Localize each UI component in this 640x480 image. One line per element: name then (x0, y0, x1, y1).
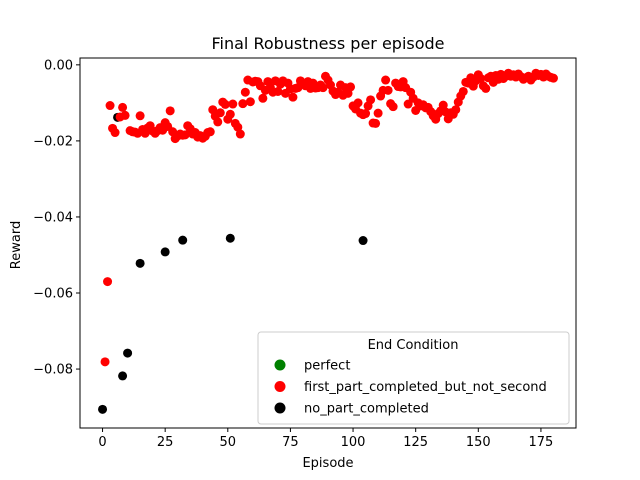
data-point-no-part-completed (225, 233, 235, 243)
data-point-first-part-completed-but-not-second (228, 99, 238, 109)
data-point-first-part-completed-but-not-second (213, 117, 223, 127)
data-point-first-part-completed-but-not-second (103, 277, 113, 287)
data-point-first-part-completed-but-not-second (100, 357, 110, 367)
legend-label: first_part_completed_but_not_second (304, 380, 547, 395)
x-tick-label: 0 (98, 435, 106, 450)
x-tick-label: 125 (403, 435, 428, 450)
data-point-first-part-completed-but-not-second (110, 128, 120, 138)
x-axis-ticks: 0 25 50 75 100 125 150 175 (98, 428, 553, 450)
data-point-first-part-completed-but-not-second (371, 118, 381, 128)
data-point-no-part-completed (135, 258, 145, 268)
y-tick-label: −0.08 (33, 363, 73, 378)
data-point-first-part-completed-but-not-second (215, 108, 225, 118)
data-point-first-part-completed-but-not-second (220, 99, 230, 109)
data-point-no-part-completed (178, 235, 188, 245)
data-point-first-part-completed-but-not-second (240, 87, 250, 97)
data-point-first-part-completed-but-not-second (458, 86, 468, 96)
data-point-no-part-completed (358, 236, 368, 246)
data-point-first-part-completed-but-not-second (205, 127, 215, 137)
data-point-first-part-completed-but-not-second (373, 108, 383, 118)
x-tick-label: 150 (466, 435, 491, 450)
y-tick-label: 0.00 (44, 58, 73, 73)
plot-frame (79, 57, 577, 429)
y-tick-label: −0.04 (33, 210, 73, 225)
y-tick-label: −0.06 (33, 287, 73, 302)
data-point-first-part-completed-but-not-second (361, 109, 371, 119)
data-point-first-part-completed-but-not-second (273, 86, 283, 96)
legend-marker (274, 359, 286, 371)
legend-title: End Condition (368, 338, 459, 353)
data-point-first-part-completed-but-not-second (233, 122, 243, 132)
y-tick-label: −0.02 (33, 134, 73, 149)
x-axis-label: Episode (302, 456, 353, 471)
data-point-no-part-completed (123, 348, 133, 358)
data-point-first-part-completed-but-not-second (318, 83, 328, 93)
x-tick-label: 75 (282, 435, 299, 450)
data-point-no-part-completed (160, 247, 170, 257)
legend-marker (274, 381, 286, 392)
data-point-first-part-completed-but-not-second (288, 92, 298, 102)
data-point-first-part-completed-but-not-second (451, 105, 461, 115)
data-point-first-part-completed-but-not-second (238, 99, 248, 109)
data-point-first-part-completed-but-not-second (353, 98, 363, 108)
data-point-first-part-completed-but-not-second (346, 82, 356, 92)
data-point-first-part-completed-but-not-second (135, 111, 145, 121)
x-tick-label: 175 (529, 435, 554, 450)
legend-label: no_part_completed (304, 402, 429, 417)
data-point-first-part-completed-but-not-second (258, 93, 268, 103)
legend-box (257, 331, 570, 425)
data-point-first-part-completed-but-not-second (388, 102, 398, 112)
x-tick-label: 50 (220, 435, 237, 450)
data-point-first-part-completed-but-not-second (225, 109, 235, 119)
data-point-first-part-completed-but-not-second (366, 95, 376, 105)
chart-title: Final Robustness per episode (211, 34, 444, 53)
data-point-first-part-completed-but-not-second (165, 106, 175, 116)
legend-label: perfect (304, 359, 350, 374)
points-layer (98, 68, 558, 414)
data-point-first-part-completed-but-not-second (381, 75, 391, 85)
y-axis-label: Reward (9, 221, 24, 269)
legend-marker (274, 402, 286, 414)
data-point-first-part-completed-but-not-second (438, 100, 448, 110)
x-tick-label: 100 (341, 435, 366, 450)
data-point-first-part-completed-but-not-second (476, 74, 486, 84)
x-tick-label: 25 (157, 435, 174, 450)
data-point-first-part-completed-but-not-second (383, 85, 393, 95)
legend: End Condition perfect first_part_complete… (257, 331, 570, 425)
data-point-no-part-completed (98, 404, 108, 414)
data-point-first-part-completed-but-not-second (105, 101, 115, 111)
data-point-first-part-completed-but-not-second (235, 129, 245, 139)
data-point-first-part-completed-but-not-second (120, 110, 130, 120)
data-point-first-part-completed-but-not-second (245, 97, 255, 107)
data-point-no-part-completed (118, 371, 128, 381)
data-point-first-part-completed-but-not-second (180, 130, 190, 140)
data-point-first-part-completed-but-not-second (481, 83, 491, 93)
y-axis-ticks: −0.08 −0.06 −0.04 −0.02 0.00 (33, 58, 80, 378)
data-point-first-part-completed-but-not-second (118, 102, 128, 112)
legend-entries: perfect first_part_completed_but_not_seco… (274, 359, 547, 417)
data-point-first-part-completed-but-not-second (548, 73, 558, 83)
